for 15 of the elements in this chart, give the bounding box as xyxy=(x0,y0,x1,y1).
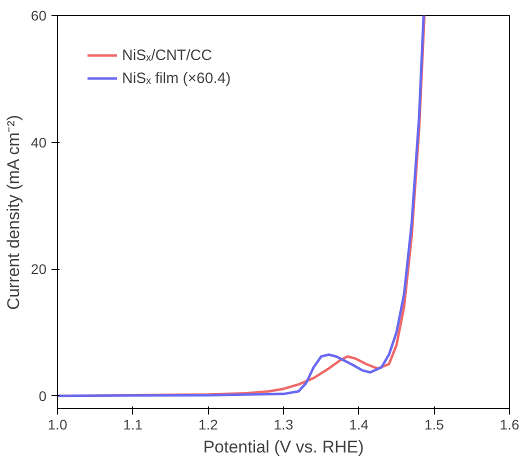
y-tick-label: 60 xyxy=(30,8,47,24)
x-tick-label: 1.5 xyxy=(424,416,444,432)
x-tick-label: 1.6 xyxy=(500,416,520,432)
y-axis-title: Current density (mA cm⁻²) xyxy=(4,114,23,310)
x-tick-label: 1.3 xyxy=(274,416,294,432)
x-tick-label: 1.2 xyxy=(198,416,218,432)
y-tick-label: 20 xyxy=(30,261,47,278)
x-tick-label: 1.1 xyxy=(123,416,143,432)
x-axis-title: Potential (V vs. RHE) xyxy=(203,438,364,456)
legend-label: NiSₓ/CNT/CC xyxy=(122,46,212,64)
x-tick-label: 1.4 xyxy=(349,416,369,432)
y-tick-label: 40 xyxy=(30,134,47,150)
x-tick-label: 1.0 xyxy=(48,416,68,432)
y-tick-label: 0 xyxy=(38,388,47,404)
legend-label: NiSₓ film (×60.4) xyxy=(122,70,231,86)
